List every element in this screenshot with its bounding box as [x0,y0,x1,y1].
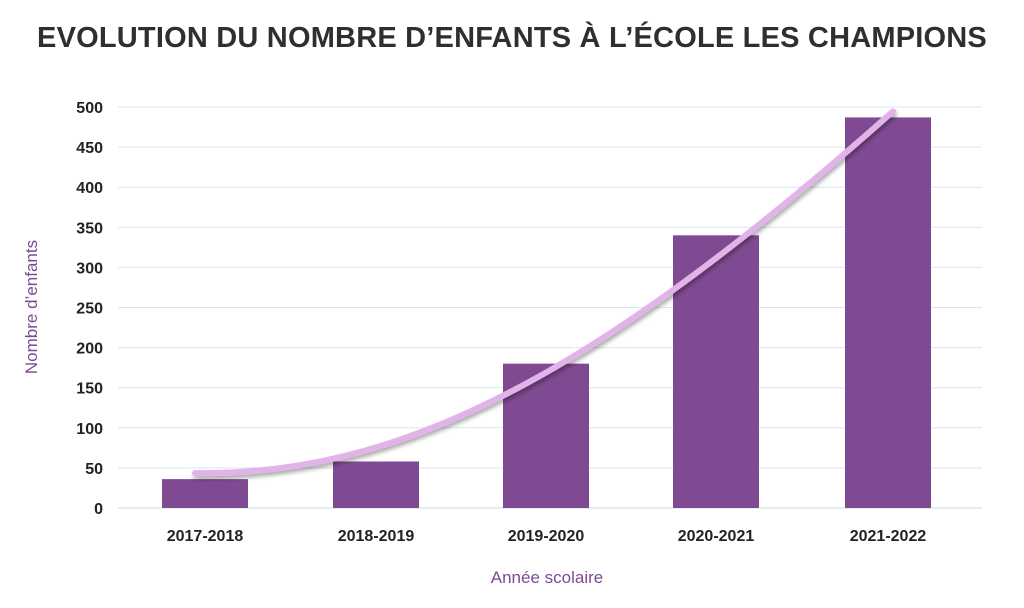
y-tick-label: 400 [76,180,103,197]
trend-curve-layer [192,108,896,477]
y-tick-label: 300 [76,260,103,277]
y-tick-label: 450 [76,140,103,157]
y-tick-label: 500 [76,100,103,117]
x-tick-label: 2019-2020 [508,528,585,545]
x-tick-label: 2021-2022 [850,528,927,545]
chart-title: EVOLUTION DU NOMBRE D’ENFANTS À L’ÉCOLE … [37,22,987,54]
y-tick-label: 250 [76,301,103,318]
bar [503,363,589,508]
x-tick-label: 2018-2019 [338,528,415,545]
y-tick-label: 50 [85,461,103,478]
bar [333,461,419,508]
bar [845,117,931,509]
y-tick-label: 150 [76,381,103,398]
x-tick-label: 2017-2018 [167,528,244,545]
x-axis-ticks: 2017-2018 2018-2019 2019-2020 2020-2021 2021… [167,528,927,545]
y-tick-label: 350 [76,220,103,237]
y-axis-title: Nombre d’enfants [22,240,41,374]
bar [162,479,248,508]
x-axis-title: Année scolaire [491,568,603,587]
x-tick-label: 2020-2021 [678,528,755,545]
trend-curve [192,108,896,477]
y-tick-label: 100 [76,421,103,438]
y-axis-ticks: 0 50 100 150 200 250 300 350 400 450 500 [76,100,103,518]
y-tick-label: 200 [76,341,103,358]
bar [673,235,759,508]
y-tick-label: 0 [94,501,103,518]
